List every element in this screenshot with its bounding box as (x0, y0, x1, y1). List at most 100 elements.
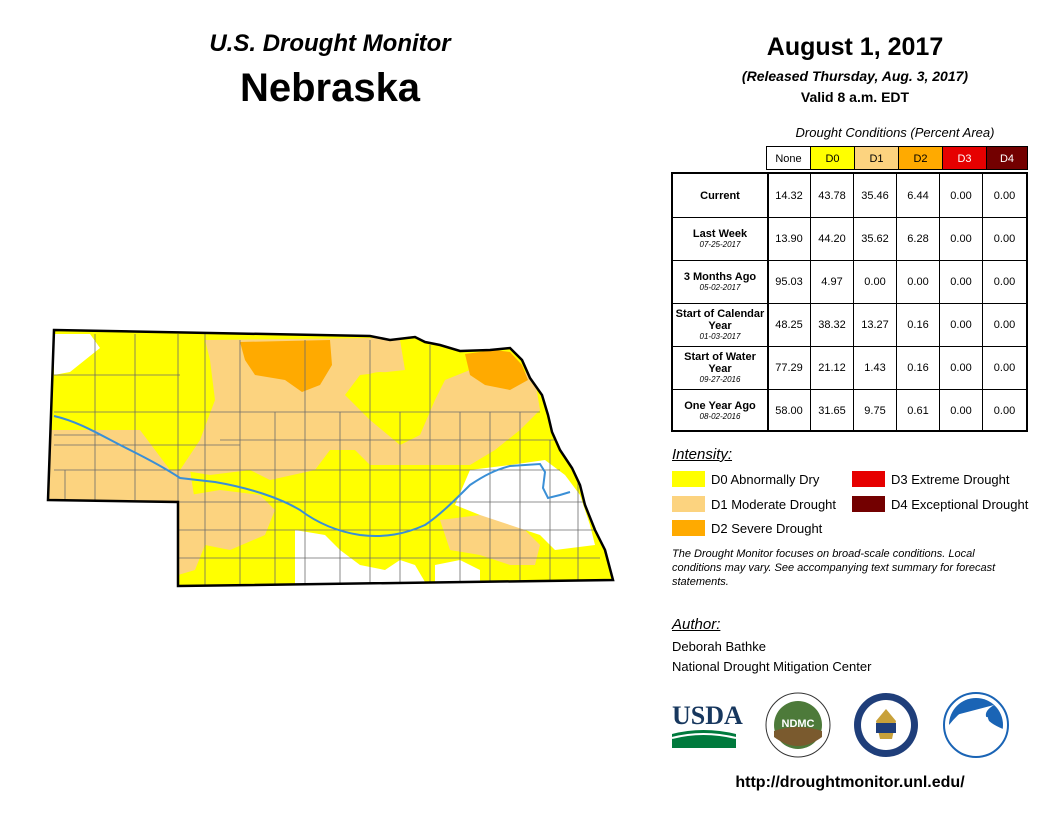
table-row: 3 Months Ago 05-02-2017 95.03 4.97 0.00 0.00 0… (673, 260, 1026, 304)
table-cell: 0.00 (993, 361, 1016, 374)
table-cell: 48.25 (768, 303, 811, 346)
usda-logo: USDA (671, 701, 743, 748)
legend-label-d4: D4 Exceptional Drought (891, 496, 1029, 512)
ndmc-logo-text: NDMC (782, 718, 815, 730)
doc-seal-logo (854, 693, 918, 757)
author-heading: Author: (672, 616, 721, 633)
header-d2: D2 (898, 146, 943, 170)
row-label-name: Start of Calendar Year (675, 307, 765, 332)
usda-logo-text: USDA (672, 701, 743, 730)
table-cell: 6.28 (897, 217, 940, 260)
table-cell: 0.00 (940, 303, 983, 346)
table-cell: 0.16 (897, 303, 940, 346)
legend-label-d1: D1 Moderate Drought (711, 496, 837, 512)
row-label-date: 08-02-2016 (699, 411, 741, 421)
ndmc-logo: NDMC (765, 692, 831, 758)
legend-item-d3: D3 Extreme Drought (852, 471, 1010, 487)
author-org: National Drought Mitigation Center (672, 659, 872, 674)
table-cell: 0.00 (993, 318, 1016, 331)
none-area-panhandle (54, 334, 100, 375)
table-title: Drought Conditions (Percent Area) (795, 125, 995, 140)
noaa-logo-text: NOAA (966, 716, 990, 725)
table-cell: 0.00 (940, 217, 983, 260)
row-label-date: 05-02-2017 (699, 282, 741, 292)
author-name: Deborah Bathke (672, 639, 766, 654)
legend-swatch-d4 (852, 496, 885, 512)
none-area-south-central (295, 530, 425, 586)
table-cell: 6.44 (897, 174, 940, 217)
table-cell: 35.62 (854, 217, 897, 260)
row-label-name: Start of Water Year (684, 350, 756, 375)
table-cell: 0.00 (940, 260, 983, 303)
legend-label-d0: D0 Abnormally Dry (711, 471, 820, 487)
table-cell: 4.97 (811, 260, 854, 303)
disclaimer-note: The Drought Monitor focuses on broad-sca… (672, 548, 996, 588)
table-header: None D0 D1 D2 D3 D4 (766, 146, 1028, 172)
map-title: Nebraska (239, 66, 421, 110)
row-label: Start of Water Year 09-27-2016 (673, 346, 769, 389)
table-cell: 0.00 (993, 404, 1016, 417)
table-cell: 31.65 (811, 389, 854, 432)
table-cell: 13.27 (854, 303, 897, 346)
table-cell: 0.00 (940, 389, 983, 432)
legend-swatch-d3 (852, 471, 885, 487)
legend-swatch-d2 (672, 520, 705, 536)
row-label-date: 09-27-2016 (699, 374, 741, 384)
legend-title: Intensity: (672, 446, 733, 463)
legend-swatch-d1 (672, 496, 705, 512)
d0-pocket (358, 372, 402, 408)
legend-item-d0: D0 Abnormally Dry (672, 471, 819, 487)
d2-area-north (240, 340, 332, 392)
row-label-date: 01-03-2017 (699, 331, 741, 341)
table-row: Current 14.32 43.78 35.46 6.44 0.00 0.00 (673, 174, 1026, 218)
d1-area-west (48, 430, 195, 502)
header-d4: D4 (986, 146, 1028, 170)
table-cell: 14.32 (768, 174, 811, 217)
row-label: Start of Calendar Year 01-03-2017 (673, 303, 769, 346)
table-cell: 0.16 (897, 346, 940, 389)
row-label-name: Last Week (692, 227, 748, 240)
legend-item-d1: D1 Moderate Drought (672, 496, 836, 512)
header-d1: D1 (854, 146, 899, 170)
table-row: Last Week 07-25-2017 13.90 44.20 35.62 6.28 0.… (673, 217, 1026, 261)
noaa-logo: NOAA (943, 692, 1009, 758)
nebraska-drought-map (46, 328, 615, 588)
row-label: Current (673, 174, 769, 217)
valid-time: Valid 8 a.m. EDT (800, 89, 910, 105)
nebraska-border (46, 328, 615, 588)
row-label: 3 Months Ago 05-02-2017 (673, 260, 769, 303)
header-d0: D0 (810, 146, 855, 170)
table-cell: 43.78 (811, 174, 854, 217)
table-cell: 0.00 (993, 232, 1016, 245)
header-d3: D3 (942, 146, 987, 170)
table-cell: 0.00 (993, 189, 1016, 202)
table-cell: 0.00 (940, 346, 983, 389)
agency-logos: USDA NDMC NOAA (671, 692, 1009, 758)
legend-swatch-d0 (672, 471, 705, 487)
row-label-name: Current (700, 189, 740, 202)
drought-table: Current 14.32 43.78 35.46 6.44 0.00 0.00 Last W… (671, 172, 1028, 432)
row-label: Last Week 07-25-2017 (673, 217, 769, 260)
table-cell: 58.00 (768, 389, 811, 432)
table-cell: 13.90 (768, 217, 811, 260)
table-cell: 21.12 (811, 346, 854, 389)
table-row: Start of Water Year 09-27-2016 77.29 21.12 1… (673, 346, 1026, 390)
release-date: (Released Thursday, Aug. 3, 2017) (741, 68, 969, 84)
table-row: Start of Calendar Year 01-03-2017 48.25 38.… (673, 303, 1026, 347)
none-area-south (435, 560, 480, 586)
county-lines (54, 334, 600, 586)
table-cell: 0.61 (897, 389, 940, 432)
row-label-date: 07-25-2017 (699, 239, 741, 249)
table-cell: 0.00 (897, 260, 940, 303)
table-cell: 44.20 (811, 217, 854, 260)
map-date: August 1, 2017 (766, 33, 944, 61)
row-label-name: One Year Ago (684, 399, 756, 412)
legend-item-d4: D4 Exceptional Drought (852, 496, 1028, 512)
table-row: One Year Ago 08-02-2016 58.00 31.65 9.75 0.61… (673, 389, 1026, 432)
d1-area-southwest (178, 490, 275, 575)
table-cell: 35.46 (854, 174, 897, 217)
row-label: One Year Ago 08-02-2016 (673, 389, 769, 432)
legend-label-d2: D2 Severe Drought (711, 520, 823, 536)
table-cell: 95.03 (768, 260, 811, 303)
website-link[interactable]: http://droughtmonitor.unl.edu/ (735, 774, 965, 791)
